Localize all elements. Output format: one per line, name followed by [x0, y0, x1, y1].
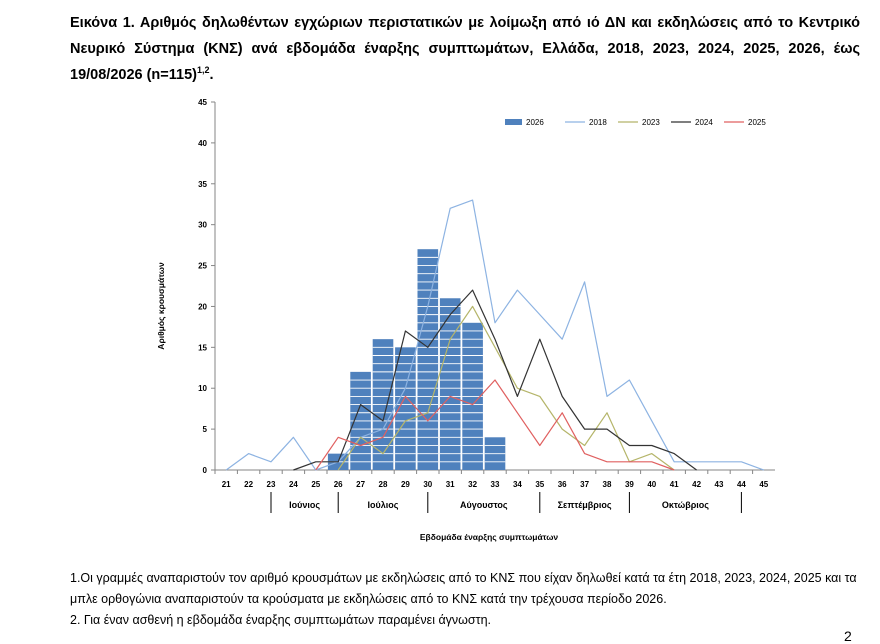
y-tick-label: 5 [203, 425, 208, 434]
x-tick-label: 32 [468, 480, 477, 489]
x-tick-label: 28 [379, 480, 388, 489]
y-tick-label: 40 [198, 139, 207, 148]
page-number: 2 [844, 628, 852, 644]
y-tick-label: 10 [198, 384, 207, 393]
x-tick-label: 39 [625, 480, 634, 489]
legend-label-2023: 2023 [642, 118, 660, 127]
x-tick-label: 23 [267, 480, 276, 489]
month-label: Σεπτέμβριος [558, 500, 612, 510]
month-label: Αύγουστος [460, 500, 508, 510]
month-label: Ιούνιος [289, 500, 320, 510]
legend-label-2025: 2025 [748, 118, 766, 127]
x-tick-label: 37 [580, 480, 589, 489]
figure-title-text: Εικόνα 1. Αριθμός δηλωθέντων εγχώριων πε… [70, 15, 860, 83]
y-tick-label: 20 [198, 302, 207, 311]
x-tick-label: 33 [491, 480, 500, 489]
y-tick-label: 35 [198, 180, 207, 189]
y-tick-label: 30 [198, 221, 207, 230]
x-tick-label: 22 [244, 480, 253, 489]
y-tick-label: 0 [203, 466, 208, 475]
series-line-2018 [225, 199, 765, 471]
legend-swatch-2026 [505, 119, 522, 125]
x-tick-label: 25 [311, 480, 320, 489]
y-tick-label: 25 [198, 262, 207, 271]
series-line-2024 [293, 289, 697, 471]
bar-2026 [439, 298, 461, 470]
x-tick-label: 34 [513, 480, 522, 489]
x-tick-label: 29 [401, 480, 410, 489]
x-tick-label: 35 [535, 480, 544, 489]
x-tick-label: 43 [715, 480, 724, 489]
footnotes: 1.Οι γραμμές αναπαριστούν τον αριθμό κρο… [70, 568, 870, 631]
x-tick-label: 30 [423, 480, 432, 489]
x-axis-title: Εβδομάδα έναρξης συμπτωμάτων [420, 532, 559, 542]
month-label: Οκτώβριος [662, 500, 709, 510]
figure-title-end: . [209, 67, 214, 83]
legend-label-2026: 2026 [526, 118, 544, 127]
x-tick-label: 36 [558, 480, 567, 489]
legend-label-2018: 2018 [589, 118, 607, 127]
y-tick-label: 15 [198, 343, 207, 352]
footnote-1: 1.Οι γραμμές αναπαριστούν τον αριθμό κρο… [70, 571, 857, 606]
x-tick-label: 21 [222, 480, 231, 489]
figure-title: Εικόνα 1. Αριθμός δηλωθέντων εγχώριων πε… [70, 10, 860, 88]
x-tick-label: 38 [603, 480, 612, 489]
month-label: Ιούλιος [368, 500, 399, 510]
x-tick-label: 42 [692, 480, 701, 489]
y-tick-label: 45 [198, 98, 207, 107]
figure-title-superscript: 1,2 [196, 65, 210, 76]
x-tick-label: 40 [647, 480, 656, 489]
footnote-2: 2. Για έναν ασθενή η εβδομάδα έναρξης συ… [70, 613, 492, 627]
bar-2026 [395, 347, 416, 470]
x-tick-label: 45 [759, 480, 768, 489]
series-line-2025 [315, 379, 675, 471]
legend-label-2024: 2024 [695, 118, 713, 127]
x-tick-label: 31 [446, 480, 455, 489]
x-tick-label: 44 [737, 480, 746, 489]
x-tick-label: 27 [356, 480, 365, 489]
x-tick-label: 26 [334, 480, 343, 489]
x-tick-label: 24 [289, 480, 298, 489]
x-tick-label: 41 [670, 480, 679, 489]
y-axis-title: Αριθμός κρουσμάτων [156, 262, 166, 350]
